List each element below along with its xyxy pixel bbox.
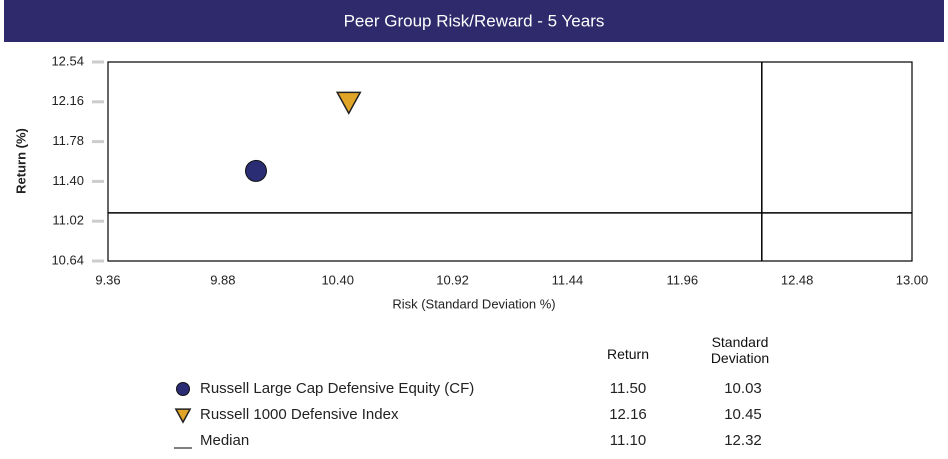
title-bar: [4, 0, 944, 42]
x-tick-label: 10.40: [321, 272, 354, 287]
stdev-value: 10.03: [724, 380, 762, 397]
data-point: [244, 159, 267, 182]
x-tick-label: 11.44: [552, 272, 584, 287]
legend-marker: [176, 382, 190, 396]
legend-marker: [174, 408, 192, 424]
x-tick-label: 12.48: [781, 272, 814, 287]
legend-label: Russell Large Cap Defensive Equity (CF): [200, 380, 474, 397]
return-value: 11.10: [610, 432, 646, 449]
x-axis-label: Risk (Standard Deviation %): [392, 296, 555, 311]
x-tick-label: 11.96: [666, 272, 698, 287]
table-header: Standard Deviation: [710, 334, 770, 366]
stdev-value: 12.32: [724, 432, 762, 449]
y-tick-label: 10.64: [51, 252, 84, 267]
y-tick-label: 11.02: [52, 213, 84, 228]
data-point: [335, 91, 362, 115]
x-tick-label: 13.00: [896, 272, 929, 287]
legend-label: Russell 1000 Defensive Index: [200, 406, 399, 423]
y-tick-label: 12.54: [51, 53, 84, 68]
x-tick-label: 9.36: [95, 272, 120, 287]
y-tick-label: 11.78: [52, 133, 84, 148]
table-header: Return: [606, 346, 650, 362]
x-tick-label: 9.88: [210, 272, 235, 287]
chart-title: Peer Group Risk/Reward - 5 Years: [344, 11, 605, 30]
y-tick-label: 11.40: [52, 173, 84, 188]
y-axis-label: Return (%): [13, 128, 28, 194]
legend-label: Median: [200, 432, 249, 449]
return-value: 12.16: [609, 406, 647, 423]
stdev-value: 10.45: [724, 406, 762, 423]
x-tick-label: 10.92: [436, 272, 469, 287]
plot-frame: [107, 61, 913, 262]
y-tick-label: 12.16: [51, 93, 84, 108]
return-value: 11.50: [610, 380, 646, 397]
